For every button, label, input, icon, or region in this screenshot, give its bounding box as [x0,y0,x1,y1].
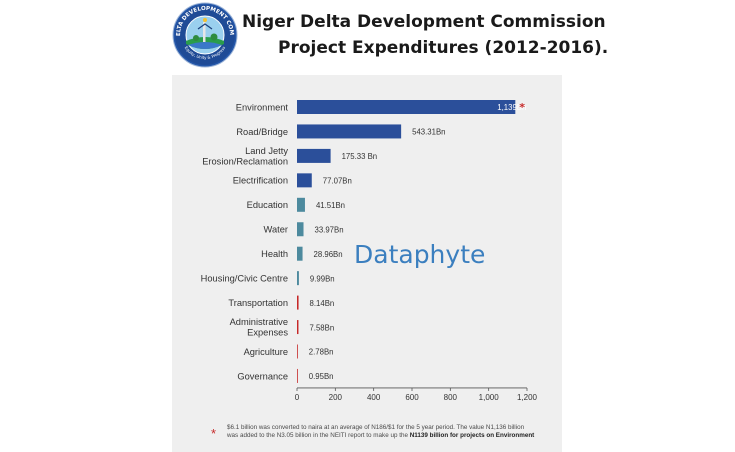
category-label: Education [247,200,288,210]
category-label: Administrative Expenses [230,317,289,338]
category-label: Governance [237,371,288,381]
category-label: Environment [236,102,289,112]
value-label: 28.96Bn [314,250,343,259]
value-label: 175.33 Bn [342,152,378,161]
dataphyte-watermark: Dataphyte [354,240,485,269]
category-label: Transportation [228,298,288,308]
title-line-2: Project Expenditures (2012-2016). [278,38,609,58]
bar [297,246,303,261]
footnote-line-2-bold: N1139 billion for projects on Environmen… [409,432,535,439]
value-label: 0.95Bn [309,372,334,381]
footnote-line-2: was added to the N3.05 billion in the NE… [227,432,534,439]
value-label: 7.58Bn [309,323,334,332]
bar [297,271,299,286]
value-label: 9.99Bn [310,274,335,283]
category-label: Housing/Civic Centre [201,273,288,283]
x-tick-label: 800 [444,393,458,402]
bar [297,173,312,188]
ndcc-logo: NIGER DELTA DEVELOPMENT COMMISSION Equit… [172,2,238,68]
chart-panel: Environment 1,139Bn * Road/Bridge 543.31Bn La… [172,75,562,452]
footnote-line-1: $6.1 billion was converted to naira at a… [227,424,525,431]
footnote-line-2-text: was added to the N3.05 billion in the NE… [227,432,410,439]
category-label: Land Jetty Erosion/Reclamation [202,146,288,167]
bar [297,124,402,139]
category-label: Agriculture [244,347,288,357]
bar [297,148,331,163]
x-tick-label: 200 [329,393,343,402]
value-label: 8.14Bn [310,299,335,308]
value-label: 41.51Bn [316,201,345,210]
bar [297,222,304,237]
value-label: 2.78Bn [309,348,334,357]
x-tick-label: 1,000 [479,393,500,402]
x-tick-label: 0 [295,393,300,402]
annotation-marker: * [519,101,525,114]
x-tick-label: 400 [367,393,381,402]
bar [297,368,298,383]
footnote-star-marker: * [211,426,217,441]
x-tick-label: 600 [405,393,419,402]
category-label: Road/Bridge [236,127,288,137]
value-label: 543.31Bn [412,128,445,137]
bar [297,320,299,335]
x-tick-label: 1,200 [517,393,538,402]
bar [297,344,298,359]
category-label: Health [261,249,288,259]
category-label: Water [264,225,288,235]
value-label: 1,139Bn [497,103,526,112]
expenditure-bar-chart: Environment 1,139Bn* Road/Bridge 543.31Bn La… [201,100,538,402]
value-label: 33.97Bn [315,225,344,234]
value-label: 77.07Bn [323,177,352,186]
bar [297,100,516,114]
bar [297,295,299,310]
category-label: Electrification [233,176,288,186]
title-line-1: Niger Delta Development Commission [242,12,606,32]
bar [297,197,305,212]
